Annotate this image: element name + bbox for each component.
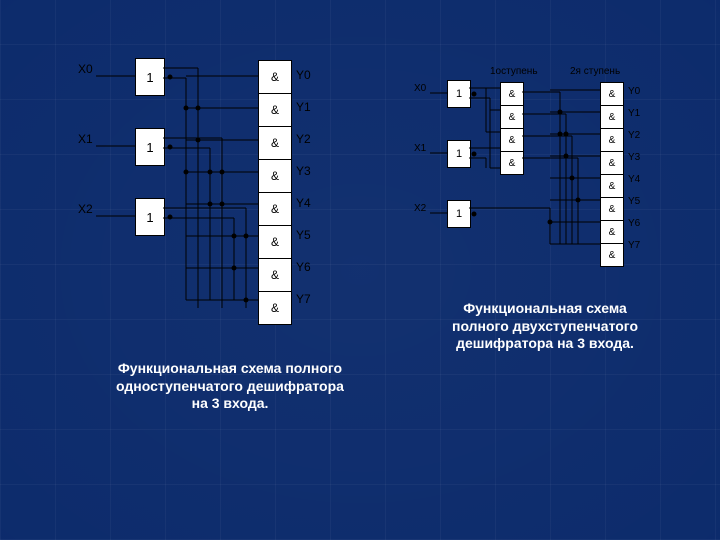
right-out-y5: Y5 xyxy=(628,196,640,207)
left-caption: Функциональная схема полного одноступенч… xyxy=(115,360,345,413)
left-and-stack: & & & & & & & & xyxy=(258,60,292,325)
left-input-x2: X2 xyxy=(78,202,93,216)
right-inverter-2: 1 xyxy=(447,200,471,228)
right-input-x1: X1 xyxy=(414,143,426,154)
right-out-y7: Y7 xyxy=(628,240,640,251)
right-out-y4: Y4 xyxy=(628,174,640,185)
right-inverter-1: 1 xyxy=(447,140,471,168)
right-wiring xyxy=(0,0,720,540)
left-inverter-1: 1 xyxy=(135,128,165,166)
right-out-y0: Y0 xyxy=(628,86,640,97)
left-out-y1: Y1 xyxy=(296,100,311,114)
right-stage2-label: 2я ступень xyxy=(570,66,620,77)
right-out-y3: Y3 xyxy=(628,152,640,163)
left-input-x0: X0 xyxy=(78,62,93,76)
left-wiring xyxy=(0,0,720,540)
right-stack2: & & & & & & & & xyxy=(600,82,624,267)
right-inverter-0: 1 xyxy=(447,80,471,108)
left-out-y5: Y5 xyxy=(296,228,311,242)
left-out-y0: Y0 xyxy=(296,68,311,82)
right-input-x0: X0 xyxy=(414,83,426,94)
right-out-y1: Y1 xyxy=(628,108,640,119)
right-input-x2: X2 xyxy=(414,203,426,214)
left-inverter-2: 1 xyxy=(135,198,165,236)
left-out-y6: Y6 xyxy=(296,260,311,274)
left-out-y3: Y3 xyxy=(296,164,311,178)
diagram-stage: X0 X1 X2 1 1 1 & & & & & & & & Y0 Y1 Y2 … xyxy=(0,0,720,540)
left-inverter-0: 1 xyxy=(135,58,165,96)
right-out-y2: Y2 xyxy=(628,130,640,141)
right-out-y6: Y6 xyxy=(628,218,640,229)
left-out-y2: Y2 xyxy=(296,132,311,146)
left-input-x1: X1 xyxy=(78,132,93,146)
right-caption: Функциональная схема полного двухступенч… xyxy=(440,300,650,353)
left-out-y4: Y4 xyxy=(296,196,311,210)
right-stage1-label: 1оступень xyxy=(490,66,538,77)
right-stack1: & & & & xyxy=(500,82,524,175)
left-out-y7: Y7 xyxy=(296,292,311,306)
